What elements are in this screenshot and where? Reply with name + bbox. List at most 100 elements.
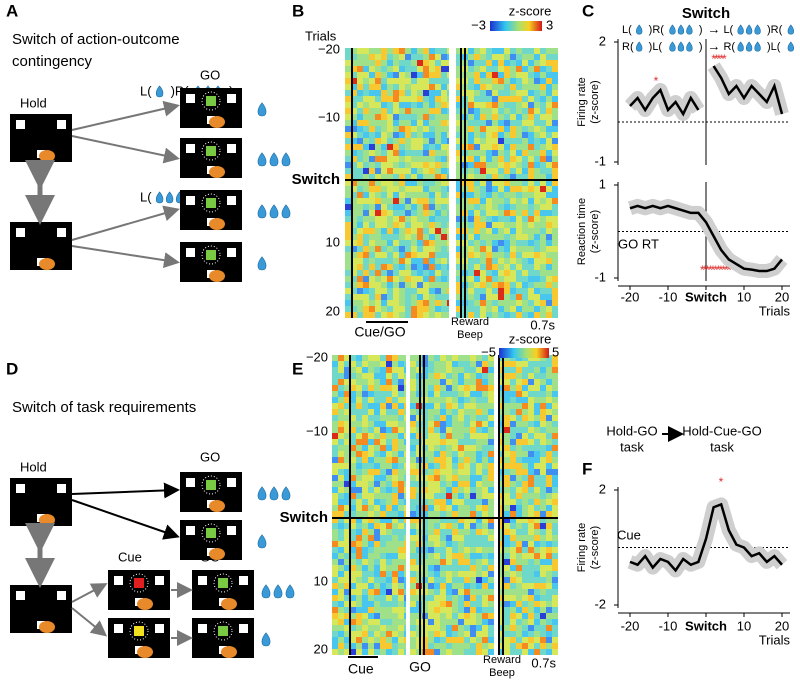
heat-cell [522,54,528,60]
heat-cell [332,541,338,547]
heat-cell [375,132,381,138]
heat-cell [417,204,423,210]
heat-cell [488,361,494,367]
heat-cell [399,198,405,204]
heat-cell [446,475,452,481]
heat-cell [464,409,470,415]
heat-cell [410,535,416,541]
heat-cell [546,114,552,120]
heat-cell [546,270,552,276]
heat-cell [516,162,522,168]
heat-cell [356,637,362,643]
heat-cell [362,643,368,649]
heat-cell [534,403,540,409]
heat-cell [344,457,350,463]
heat-cell [510,397,516,403]
heat-cell [362,475,368,481]
heat-cell [528,457,534,463]
heat-cell [375,270,381,276]
heat-cell [441,222,447,228]
heat-cell [363,198,369,204]
heat-cell [434,565,440,571]
heat-cell [417,222,423,228]
heat-cell [534,397,540,403]
heat-cell [498,511,504,517]
y-tick-label: −20 [318,41,340,56]
heat-cell [534,535,540,541]
heat-cell [528,198,534,204]
heat-cell [516,120,522,126]
heat-cell [447,174,449,180]
heat-cell [546,78,552,84]
heat-cell [534,361,540,367]
heat-cell [464,469,470,475]
heat-cell [516,156,522,162]
heat-cell [440,469,446,475]
heat-cell [492,300,498,306]
heat-cell [446,553,452,559]
heat-cell [476,637,482,643]
heat-cell [528,607,534,613]
heat-cell [488,499,494,505]
heat-cell [374,355,380,361]
heat-cell [480,66,486,72]
heat-cell [534,559,540,565]
heat-cell [356,565,362,571]
heat-cell [369,198,375,204]
heat-cell [534,72,540,78]
heat-cell [498,216,504,222]
heat-cell [552,475,558,481]
heat-cell [522,90,528,96]
heat-cell [446,397,452,403]
heat-cell [516,565,522,571]
heat-cell [516,300,522,306]
heat-cell [516,481,522,487]
heat-cell [522,156,528,162]
heat-cell [528,529,534,535]
heat-cell [452,397,458,403]
heat-cell [369,102,375,108]
screen-cue [134,578,144,588]
heat-cell [540,517,546,523]
heat-cell [464,415,470,421]
heat-cell [504,96,510,102]
heat-cell [386,499,392,505]
y-tick-label: −10 [318,109,340,124]
heat-cell [522,132,528,138]
heat-cell [458,379,464,385]
drop-icon [669,24,676,35]
heat-cell [486,252,492,258]
heat-cell [410,421,416,427]
heat-cell [368,403,374,409]
state-label: GO [200,67,220,82]
heat-cell [540,168,546,174]
heat-cell [411,234,417,240]
screen-target [186,248,195,257]
heat-cell [423,168,429,174]
heat-cell [345,144,351,150]
heat-cell [399,156,405,162]
drop-icon [686,41,693,52]
heat-cell [447,126,449,132]
heat-cell [417,228,423,234]
drop-icon [636,24,643,35]
heat-cell [357,78,363,84]
heat-cell [528,379,534,385]
heat-cell [387,108,393,114]
heat-cell [393,276,399,282]
heat-cell [546,186,552,192]
heat-cell [552,120,558,126]
heat-cell [446,625,452,631]
panel-title: Switch of action-outcome [12,31,180,48]
heat-cell [440,571,446,577]
heat-cell [332,565,338,571]
heat-cell [458,409,464,415]
heat-cell [435,144,441,150]
heat-cell [446,433,452,439]
heat-cell [410,409,416,415]
heat-cell [546,595,552,601]
heat-cell [516,282,522,288]
heat-cell [374,367,380,373]
heat-cell [404,421,406,427]
heat-cell [356,547,362,553]
